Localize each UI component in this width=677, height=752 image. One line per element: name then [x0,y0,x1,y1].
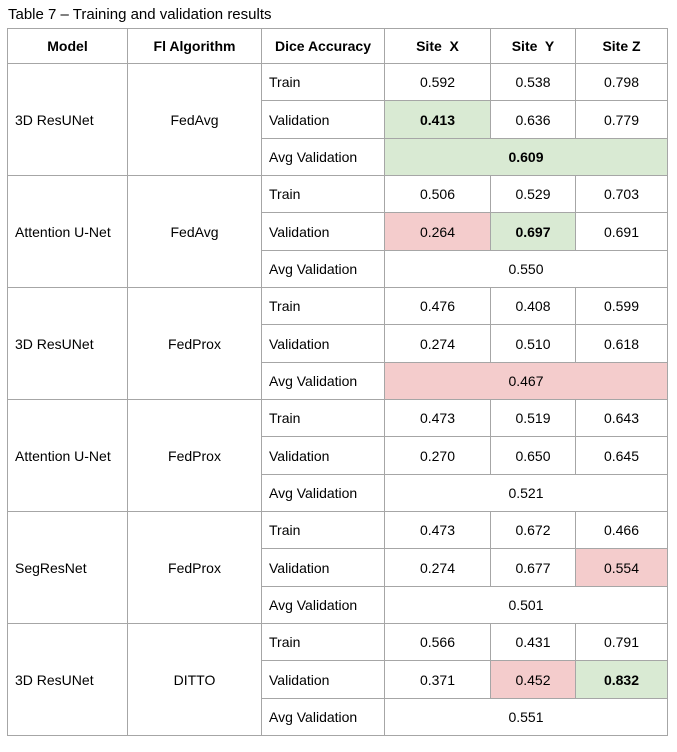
table-row: 3D ResUNet FedAvg Train 0.592 0.538 0.798 [7,63,668,176]
avg-validation-label: Avg Validation [261,362,385,400]
train-value-site-y: 0.431 [490,623,576,661]
train-label: Train [261,63,385,101]
table-row: Attention U-Net FedProx Train 0.473 0.519 0.6… [7,399,668,512]
model-cell: 3D ResUNet [7,287,128,400]
header-row: Model Fl Algorithm Dice Accuracy Site X … [7,28,668,64]
validation-value-site-y: 0.636 [490,100,576,139]
avg-validation-value: 0.521 [384,474,668,512]
train-value-site-z: 0.791 [575,623,668,661]
algorithm-cell: FedProx [127,511,262,624]
train-value-site-z: 0.798 [575,63,668,101]
avg-validation-value: 0.551 [384,698,668,736]
algorithm-cell: FedAvg [127,175,262,288]
validation-value-site-x: 0.270 [384,436,491,475]
algorithm-cell: DITTO [127,623,262,736]
train-label: Train [261,623,385,661]
table-row: Avg Validation 0.550 [8,250,668,288]
table-row: Validation 0.413 0.636 0.779 [8,100,668,139]
table-row: Attention U-Net FedAvg Train 0.506 0.529 0.70… [7,175,668,288]
validation-label: Validation [261,212,385,251]
validation-value-site-z: 0.832 [575,660,668,699]
header-site-z: Site Z [575,28,668,64]
train-value-site-x: 0.566 [384,623,491,661]
table-row: 3D ResUNet DITTO Train 0.566 0.431 0.791 [7,623,668,736]
model-cell: 3D ResUNet [7,63,128,176]
train-label: Train [261,287,385,325]
header-site-x: Site X [384,28,491,64]
table-row: Validation 0.274 0.677 0.554 [8,548,668,587]
validation-value-site-x: 0.371 [384,660,491,699]
header-dice-accuracy: Dice Accuracy [261,28,385,64]
avg-validation-label: Avg Validation [261,250,385,288]
train-value-site-y: 0.519 [490,399,576,437]
train-value-site-x: 0.473 [384,511,491,549]
table-row: Validation 0.274 0.510 0.618 [8,324,668,363]
avg-validation-value: 0.467 [384,362,668,400]
model-cell: SegResNet [7,511,128,624]
validation-label: Validation [261,100,385,139]
model-cell: 3D ResUNet [7,623,128,736]
table-body: 3D ResUNet FedAvg Train 0.592 0.538 0.798 Vali… [7,63,668,736]
validation-value-site-y: 0.677 [490,548,576,587]
train-value-site-y: 0.529 [490,175,576,213]
avg-validation-value: 0.501 [384,586,668,624]
algorithm-cell: FedAvg [127,63,262,176]
table-row: Validation 0.270 0.650 0.645 [8,436,668,475]
train-label: Train [261,175,385,213]
train-value-site-z: 0.599 [575,287,668,325]
algorithm-cell: FedProx [127,399,262,512]
validation-value-site-z: 0.618 [575,324,668,363]
validation-value-site-z: 0.645 [575,436,668,475]
avg-validation-value: 0.550 [384,250,668,288]
results-table: Model Fl Algorithm Dice Accuracy Site X … [7,28,668,736]
header-model: Model [7,28,128,64]
model-cell: Attention U-Net [7,175,128,288]
table-row: Avg Validation 0.609 [8,138,668,176]
header-fl-algorithm: Fl Algorithm [127,28,262,64]
avg-validation-label: Avg Validation [261,138,385,176]
table-row: 3D ResUNet FedProx Train 0.476 0.408 0.599 [7,287,668,400]
train-value-site-z: 0.703 [575,175,668,213]
validation-value-site-z: 0.554 [575,548,668,587]
table-row: Avg Validation 0.467 [8,362,668,400]
validation-label: Validation [261,548,385,587]
validation-label: Validation [261,324,385,363]
train-value-site-x: 0.476 [384,287,491,325]
validation-value-site-x: 0.413 [384,100,491,139]
train-label: Train [261,399,385,437]
avg-validation-label: Avg Validation [261,586,385,624]
train-value-site-z: 0.643 [575,399,668,437]
validation-value-site-x: 0.274 [384,548,491,587]
validation-value-site-y: 0.697 [490,212,576,251]
table-row: Validation 0.264 0.697 0.691 [8,212,668,251]
validation-value-site-z: 0.691 [575,212,668,251]
validation-label: Validation [261,436,385,475]
table-caption: Table 7 – Training and validation result… [8,6,272,23]
train-value-site-z: 0.466 [575,511,668,549]
table-row: Avg Validation 0.551 [8,698,668,736]
validation-value-site-y: 0.452 [490,660,576,699]
avg-validation-label: Avg Validation [261,474,385,512]
model-cell: Attention U-Net [7,399,128,512]
train-value-site-y: 0.672 [490,511,576,549]
header-site-y: Site Y [490,28,576,64]
algorithm-cell: FedProx [127,287,262,400]
table-row: Avg Validation 0.501 [8,586,668,624]
train-value-site-x: 0.473 [384,399,491,437]
validation-value-site-x: 0.274 [384,324,491,363]
train-value-site-y: 0.538 [490,63,576,101]
table-row: SegResNet FedProx Train 0.473 0.672 0.466 [7,511,668,624]
avg-validation-value: 0.609 [384,138,668,176]
validation-value-site-y: 0.510 [490,324,576,363]
avg-validation-label: Avg Validation [261,698,385,736]
train-label: Train [261,511,385,549]
validation-label: Validation [261,660,385,699]
train-value-site-x: 0.506 [384,175,491,213]
validation-value-site-x: 0.264 [384,212,491,251]
validation-value-site-y: 0.650 [490,436,576,475]
train-value-site-x: 0.592 [384,63,491,101]
train-value-site-y: 0.408 [490,287,576,325]
validation-value-site-z: 0.779 [575,100,668,139]
